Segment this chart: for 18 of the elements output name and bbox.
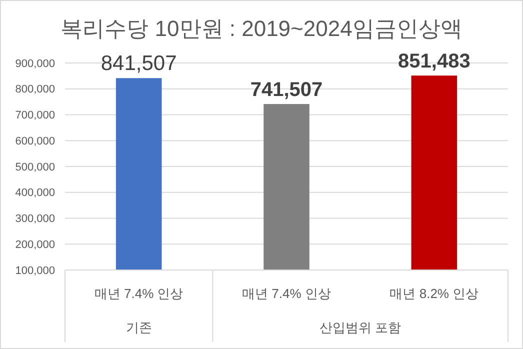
y-tick-label: 100,000 [15,264,55,277]
y-tick-label: 700,000 [15,110,55,122]
data-label: 841,507 [100,52,177,76]
text: 기존 [126,320,152,335]
chart-title: 복리수당 10만원 : 2019~2024임금인상액 [60,16,462,41]
x-tick-label: 매년 8.2% 인상 [390,286,479,301]
text: 산입범위 포함 [320,320,402,335]
y-tick-label: 400,000 [15,187,55,200]
y-tick-label: 300,000 [15,213,55,226]
y-tick-label: 900,000 [15,58,55,70]
x-tick-label: 매년 7.4% 인상 [94,286,184,301]
x-tick-label: 매년 7.4% 인상 [242,286,331,301]
y-tick-label: 200,000 [15,238,55,251]
y-tick-label: 600,000 [15,135,55,148]
data-label: 741,507 [250,79,323,102]
data-label: 851,483 [398,50,470,73]
y-tick-label: 500,000 [15,161,55,174]
y-tick-label: 800,000 [15,84,55,96]
